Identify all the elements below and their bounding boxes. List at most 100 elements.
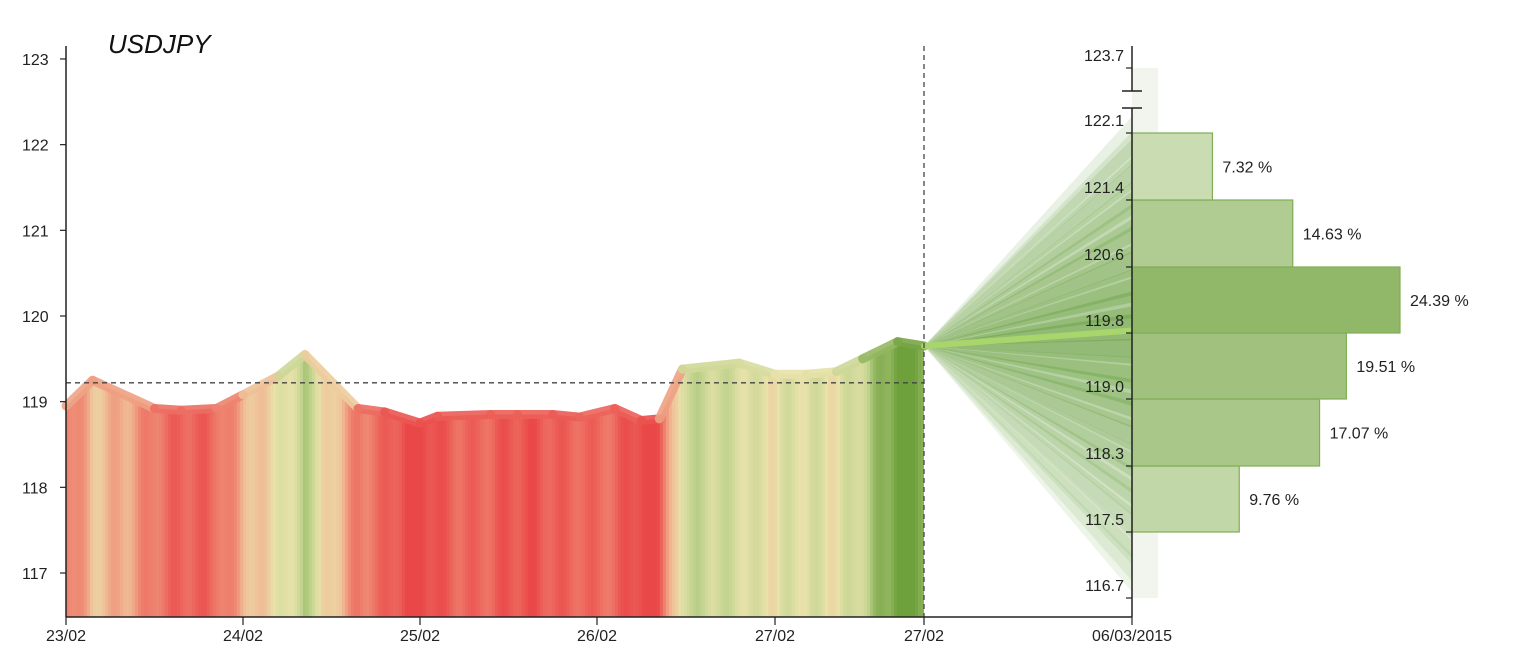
- price-area-stripe: [591, 341, 595, 617]
- price-area-stripe: [546, 341, 550, 617]
- price-area-stripe: [204, 341, 208, 617]
- price-area-stripe: [510, 341, 514, 617]
- price-area-stripe: [405, 341, 409, 617]
- price-area-stripe: [456, 341, 460, 617]
- price-line-segment: [273, 350, 310, 381]
- price-area-stripe: [540, 341, 544, 617]
- price-area-stripe: [216, 341, 220, 617]
- price-area-stripe: [720, 341, 724, 617]
- price-area-stripe: [825, 341, 829, 617]
- histogram-tick-label: 119.8: [1085, 313, 1124, 330]
- forecast-fan-ray: [924, 345, 1132, 494]
- price-area-stripe: [696, 341, 700, 617]
- x-tick-label: 23/02: [46, 628, 86, 645]
- forecast-fan-ray: [924, 345, 1132, 418]
- price-area-stripe: [324, 341, 328, 617]
- price-area-stripe: [375, 341, 379, 617]
- price-line-segment: [433, 410, 496, 421]
- price-area-stripe: [279, 341, 283, 617]
- price-area-stripe: [597, 341, 601, 617]
- price-area-stripe: [618, 341, 622, 617]
- price-area-stripe: [780, 341, 784, 617]
- price-area-stripe: [111, 341, 115, 617]
- x-tick-label: 24/02: [223, 628, 263, 645]
- forecast-fan-ray: [924, 345, 1132, 581]
- forecast-fan-ray: [924, 345, 1132, 445]
- price-area-stripe: [273, 341, 277, 617]
- histogram-bar: [1131, 332, 1347, 400]
- price-line-segment: [831, 354, 868, 377]
- price-area-stripe: [669, 341, 673, 617]
- forecast-fan-ray: [924, 345, 1132, 406]
- price-area-stripe: [666, 341, 670, 617]
- price-area-stripe: [588, 341, 592, 617]
- price-area-stripe: [816, 341, 820, 617]
- price-area-stripe: [66, 341, 70, 617]
- price-area-stripe: [747, 341, 751, 617]
- histogram-bar-label: 17.07 %: [1330, 426, 1389, 443]
- price-area-stripe: [807, 341, 811, 617]
- price-area-stripe: [891, 341, 895, 617]
- price-area-stripe: [840, 341, 844, 617]
- price-area-stripe: [801, 341, 805, 617]
- price-line-segment: [677, 358, 744, 374]
- price-area-stripe: [213, 341, 217, 617]
- price-area-stripe: [426, 341, 430, 617]
- price-area-stripe: [105, 341, 109, 617]
- forecast-fan-ray: [924, 203, 1132, 346]
- price-area-stripe: [168, 341, 172, 617]
- price-area-stripe: [423, 341, 427, 617]
- price-area-stripe: [774, 341, 778, 617]
- forecast-fan-ray: [924, 181, 1132, 346]
- price-area-stripe: [420, 341, 424, 617]
- price-area-stripe: [879, 341, 883, 617]
- price-area-stripe: [471, 341, 475, 617]
- price-area-stripe: [333, 341, 337, 617]
- price-area-stripe: [465, 341, 469, 617]
- price-area-stripe: [501, 341, 505, 617]
- price-area-stripe: [192, 341, 196, 617]
- price-area-stripe: [123, 341, 127, 617]
- forecast-fan-ray: [924, 345, 1132, 533]
- price-line-segment: [88, 375, 159, 414]
- price-area-stripe: [483, 341, 487, 617]
- price-area-stripe: [633, 341, 637, 617]
- y-tick-label: 123: [22, 52, 49, 69]
- price-area-stripe: [855, 341, 859, 617]
- histogram-bar-label: 24.39 %: [1410, 293, 1469, 310]
- price-area-stripe: [393, 341, 397, 617]
- price-area-stripe: [594, 341, 598, 617]
- price-area-stripe: [651, 341, 655, 617]
- price-area-stripe: [75, 341, 79, 617]
- price-area-stripe: [489, 341, 493, 617]
- forecast-fan-ray: [924, 164, 1132, 346]
- price-area-stripe: [459, 341, 463, 617]
- price-area-stripe: [207, 341, 211, 617]
- price-area-stripe: [282, 341, 286, 617]
- price-area-stripe: [636, 341, 640, 617]
- price-area-stripe: [153, 341, 157, 617]
- price-area-stripe: [762, 341, 766, 617]
- price-area-stripe: [681, 341, 685, 617]
- price-area-stripe: [228, 341, 232, 617]
- price-area-stripe: [768, 341, 772, 617]
- price-area-stripe: [444, 341, 448, 617]
- price-area-stripe: [504, 341, 508, 617]
- price-area-stripe: [189, 341, 193, 617]
- x-tick-label: 06/03/2015: [1092, 628, 1172, 645]
- price-area-stripe: [276, 341, 280, 617]
- histogram-bar: [1131, 465, 1240, 533]
- price-area-stripe: [288, 341, 292, 617]
- price-area-stripe: [222, 341, 226, 617]
- price-area-stripe: [834, 341, 838, 617]
- price-area-stripe: [201, 341, 205, 617]
- price-area-stripe: [732, 341, 736, 617]
- price-area-stripe: [435, 341, 439, 617]
- price-area-stripe: [147, 341, 151, 617]
- price-area-stripe: [516, 341, 520, 617]
- price-area-stripe: [663, 341, 667, 617]
- forecast-fan-ray: [924, 345, 1132, 565]
- price-area-stripe: [849, 341, 853, 617]
- price-area-stripe: [786, 341, 790, 617]
- histogram-bar: [1131, 398, 1321, 467]
